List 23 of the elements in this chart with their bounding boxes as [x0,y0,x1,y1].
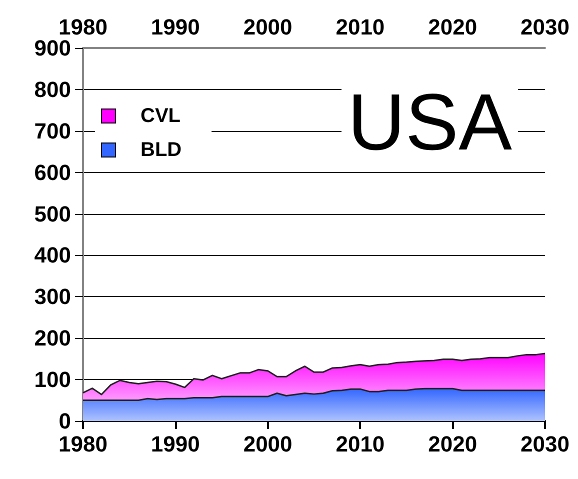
x2-tick-label: 2020 [428,432,478,456]
x-tick-label: 2020 [428,14,478,40]
legend-label: BLD [140,139,182,161]
legend-label: CVL [140,105,180,127]
y-tick-label: 0 [58,408,71,434]
x2-tick-label: 2000 [243,432,292,456]
y-tick-label: 100 [34,367,71,392]
y-tick-label: 300 [34,284,71,310]
y-tick-label: 700 [34,118,71,144]
x2-tick-label: 2030 [520,432,570,456]
x-tick-label: 2030 [520,14,570,40]
annotation: USA [348,78,513,166]
x2-tick-label: 1980 [58,432,108,456]
y-tick-label: 800 [34,76,71,102]
x-tick-label: 1990 [150,14,200,40]
x-tick-label: 2000 [243,14,292,40]
x-tick-label: 2010 [336,14,385,40]
y-tick-label: 400 [34,242,71,268]
y-tick-label: 500 [34,201,71,226]
y-tick-label: 600 [34,160,71,185]
x2-tick-label: 2010 [336,432,385,456]
y-tick-label: 200 [34,326,71,351]
x2-tick-label: 1990 [150,432,200,456]
